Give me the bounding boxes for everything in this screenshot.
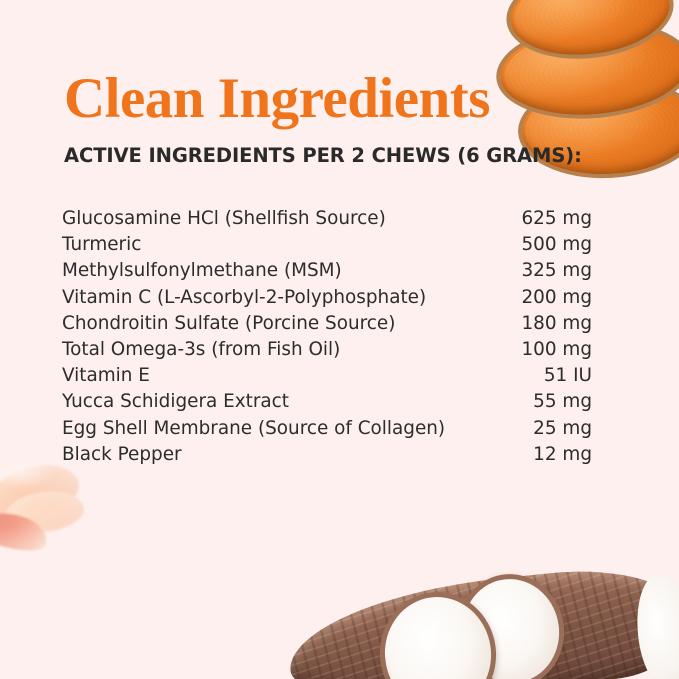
- ingredient-name: Total Omega-3s (from Fish Oil): [62, 339, 341, 361]
- yucca-slice-back: [448, 565, 574, 679]
- yucca-slice-front: [372, 585, 504, 679]
- ingredient-name: Egg Shell Membrane (Source of Collagen): [62, 417, 446, 439]
- ingredient-name: Glucosamine HCl (Shellfish Source): [62, 208, 386, 229]
- ingredient-amount: 100 mg: [521, 339, 592, 361]
- ingredient-amount: 55 mg: [533, 391, 592, 413]
- ingredient-row: Vitamin C (L-Ascorbyl-2-Polyphosphate) 20…: [62, 285, 592, 311]
- ingredient-amount: 500 mg: [521, 234, 592, 256]
- shrimp-tail: [0, 504, 52, 558]
- ingredient-row: Vitamin E 51 IU: [62, 363, 592, 389]
- shrimp-photo: [0, 452, 118, 577]
- ingredient-name: Yucca Schidigera Extract: [62, 391, 289, 413]
- ingredient-row: Turmeric 500 mg: [62, 232, 592, 258]
- ingredient-name: Vitamin C (L-Ascorbyl-2-Polyphosphate): [62, 286, 427, 308]
- page-title: Clean Ingredients: [64, 67, 490, 130]
- ingredient-amount: 200 mg: [521, 286, 592, 308]
- section-subtitle: ACTIVE INGREDIENTS PER 2 CHEWS (6 GRAMS)…: [64, 144, 582, 167]
- ingredient-amount: 325 mg: [521, 260, 592, 282]
- yucca-root-body: [283, 559, 679, 679]
- ingredient-row: Egg Shell Membrane (Source of Collagen) 2…: [62, 416, 592, 442]
- ingredient-amount: 625 mg: [521, 208, 592, 229]
- ingredient-amount: 51 IU: [543, 365, 592, 387]
- ingredients-table: Glucosamine HCl (Shellfish Source) 625 mg…: [62, 206, 592, 468]
- ingredient-amount: 12 mg: [533, 443, 592, 465]
- ingredient-name: Black Pepper: [62, 443, 182, 465]
- ingredient-row: Glucosamine HCl (Shellfish Source) 625 mg: [62, 206, 592, 232]
- yucca-cut-end: [631, 571, 679, 679]
- ingredient-name: Turmeric: [62, 234, 142, 256]
- ingredient-row: Total Omega-3s (from Fish Oil) 100 mg: [62, 337, 592, 363]
- shrimp-highlight: [0, 458, 56, 488]
- ingredient-row: Black Pepper 12 mg: [62, 442, 592, 468]
- ingredient-row: Yucca Schidigera Extract 55 mg: [62, 389, 592, 415]
- turmeric-slice-top: [501, 0, 679, 68]
- ingredient-name: Vitamin E: [62, 365, 150, 387]
- ingredient-row: Methylsulfonylmethane (MSM) 325 mg: [62, 258, 592, 284]
- ingredient-name: Chondroitin Sulfate (Porcine Source): [62, 312, 396, 334]
- yucca-root-photo: [283, 559, 679, 679]
- shrimp-midsection: [2, 487, 86, 537]
- ingredient-name: Methylsulfonylmethane (MSM): [62, 260, 342, 282]
- ingredient-row: Chondroitin Sulfate (Porcine Source) 180 …: [62, 311, 592, 337]
- ingredients-table-body: Glucosamine HCl (Shellfish Source) 625 mg…: [62, 206, 592, 468]
- turmeric-slice-middle: [492, 13, 679, 127]
- ingredient-amount: 25 mg: [533, 417, 592, 439]
- ingredient-amount: 180 mg: [521, 312, 592, 334]
